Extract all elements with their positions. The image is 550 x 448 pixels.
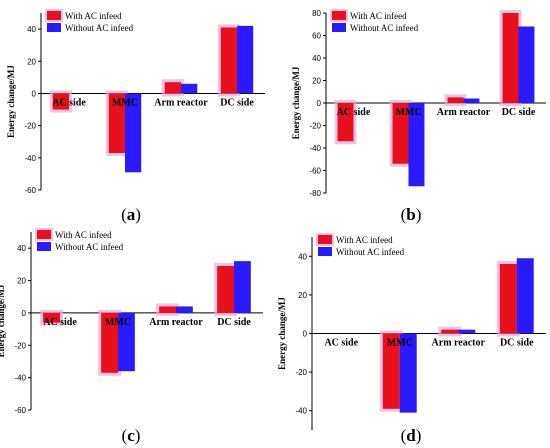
- y-tick-label: 40: [17, 244, 26, 253]
- y-tick-label: -40: [14, 374, 26, 383]
- legend-swatch: [318, 247, 332, 256]
- panel-label: (c): [122, 426, 141, 445]
- y-tick-label: 80: [312, 9, 321, 18]
- y-tick-label: 20: [17, 277, 26, 286]
- legend-label: Without AC infeed: [65, 23, 134, 33]
- y-tick-label: -60: [14, 406, 26, 415]
- y-tick-label: 0: [303, 330, 308, 339]
- legend-swatch: [332, 11, 346, 20]
- legend-label: Without AC infeed: [55, 242, 124, 252]
- bar-with-ac-infeed: [499, 264, 517, 334]
- y-tick-label: -40: [309, 144, 321, 153]
- panel-label: (b): [401, 205, 422, 224]
- category-label: Arm reactor: [154, 97, 208, 108]
- y-tick-label: 0: [32, 89, 37, 98]
- bar-with-ac-infeed: [159, 306, 176, 313]
- bar-without-ac-infeed: [181, 83, 198, 94]
- bar-without-ac-infeed: [458, 329, 476, 334]
- y-tick-label: -40: [24, 154, 36, 163]
- y-axis-title: Energy change/MJ: [291, 66, 301, 139]
- bar-without-ac-infeed: [516, 258, 534, 334]
- chart-panel-c: -60 -40 -20 0 20 40 Energy change/MJ AC side MMC…: [0, 228, 263, 445]
- y-tick-label: -20: [295, 368, 307, 377]
- y-tick-label: -20: [309, 122, 321, 131]
- legend-label: With AC infeed: [336, 235, 393, 245]
- y-tick-label: 0: [317, 99, 322, 108]
- legend-swatch: [37, 242, 51, 251]
- bar-without-ac-infeed: [125, 93, 142, 173]
- bar-with-ac-infeed: [502, 13, 519, 103]
- y-tick-label: 20: [312, 77, 321, 86]
- y-tick-label: -60: [24, 186, 36, 195]
- bar-with-ac-infeed: [337, 103, 354, 142]
- legend-swatch: [318, 235, 332, 244]
- y-tick-label: 20: [298, 291, 307, 300]
- y-tick-label: 60: [312, 32, 321, 41]
- bar-with-ac-infeed: [217, 265, 234, 313]
- category-label: AC side: [43, 317, 77, 328]
- chart-panel-d: -40 -20 0 20 40 Energy change/MJ AC side MMC Arm…: [277, 233, 546, 445]
- bar-without-ac-infeed: [176, 306, 193, 313]
- y-tick-label: -40: [295, 407, 307, 416]
- legend-swatch: [47, 11, 61, 20]
- panel-label: (a): [121, 205, 141, 224]
- y-tick-label: 20: [27, 57, 36, 66]
- category-label: AC side: [52, 97, 86, 108]
- y-tick-label: -20: [24, 122, 36, 131]
- bar-without-ac-infeed: [408, 103, 425, 187]
- y-tick-label: 0: [22, 309, 27, 318]
- panel-label: (d): [401, 426, 422, 445]
- bar-without-ac-infeed: [234, 261, 251, 313]
- bar-with-ac-infeed: [52, 93, 69, 110]
- y-axis-title: Energy change/MJ: [277, 297, 287, 370]
- category-label: DC side: [217, 317, 251, 328]
- bar-without-ac-infeed: [399, 333, 417, 413]
- bar-without-ac-infeed: [463, 98, 480, 103]
- category-label: MMC: [387, 338, 413, 349]
- category-label: DC side: [220, 97, 254, 108]
- bar-with-ac-infeed: [382, 333, 400, 409]
- category-label: Arm reactor: [149, 317, 203, 328]
- legend-swatch: [37, 230, 51, 239]
- bar-with-ac-infeed: [441, 329, 459, 334]
- category-label: DC side: [502, 107, 536, 118]
- category-label: AC side: [337, 107, 371, 118]
- legend-label: Without AC infeed: [350, 23, 419, 33]
- legend-label: With AC infeed: [350, 11, 407, 21]
- bar-with-ac-infeed: [164, 82, 181, 94]
- y-tick-label: -60: [309, 167, 321, 176]
- category-label: MMC: [112, 97, 138, 108]
- bar-with-ac-infeed: [108, 93, 125, 153]
- y-tick-label: 40: [312, 54, 321, 63]
- legend-swatch: [47, 23, 61, 32]
- legend-swatch: [332, 23, 346, 32]
- category-label: DC side: [500, 338, 534, 349]
- chart-panel-b: -80 -60 -40 -20 0 20 40 60 80 Energy change/MJ AC …: [291, 9, 546, 224]
- category-label: AC side: [324, 338, 358, 349]
- category-label: Arm reactor: [432, 338, 486, 349]
- chart-panel-a: -60 -40 -20 0 20 40 Energy change/MJ AC side MMC…: [6, 9, 265, 224]
- bar-with-ac-infeed: [392, 103, 409, 164]
- y-tick-label: 40: [27, 25, 36, 34]
- legend-label: With AC infeed: [65, 11, 122, 21]
- bar-with-ac-infeed: [101, 312, 118, 373]
- y-tick-label: -20: [14, 341, 26, 350]
- category-label: MMC: [105, 317, 131, 328]
- legend-label: Without AC infeed: [336, 247, 405, 257]
- bar-with-ac-infeed: [43, 312, 60, 323]
- y-axis-title: Energy change/MJ: [6, 65, 16, 138]
- legend-label: With AC infeed: [55, 230, 112, 240]
- y-tick-label: -80: [309, 189, 321, 198]
- bar-with-ac-infeed: [220, 27, 237, 94]
- bar-without-ac-infeed: [518, 26, 535, 103]
- bar-with-ac-infeed: [447, 97, 464, 103]
- bar-without-ac-infeed: [237, 25, 254, 94]
- y-tick-label: 40: [298, 252, 307, 261]
- category-label: MMC: [395, 107, 421, 118]
- category-label: Arm reactor: [437, 107, 491, 118]
- y-axis-title: Energy change/MJ: [0, 284, 6, 357]
- bar-without-ac-infeed: [118, 312, 135, 372]
